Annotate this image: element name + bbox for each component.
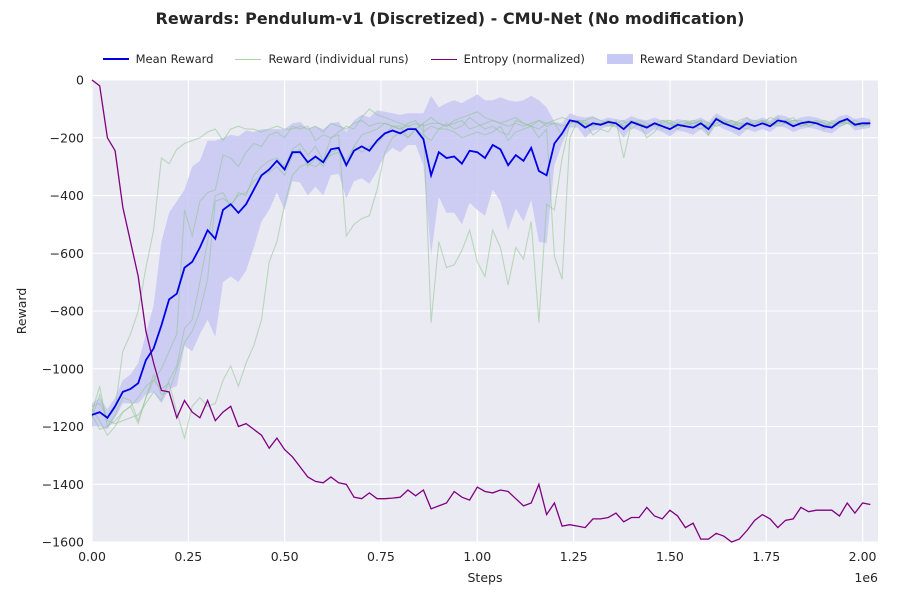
x-tick-label: 1.75 xyxy=(752,549,780,564)
entropy-group xyxy=(91,79,871,543)
legend-swatch xyxy=(102,58,129,60)
y-tick-label: −400 xyxy=(50,188,84,203)
x-tick-label: 2.00 xyxy=(849,549,877,564)
y-tick-label: −1200 xyxy=(42,419,84,434)
legend-item-2: Entropy (normalized) xyxy=(430,52,585,66)
legend-label: Mean Reward xyxy=(135,52,214,66)
y-axis-label: Reward xyxy=(14,288,29,335)
y-tick-label: 0 xyxy=(76,73,84,88)
reward-std-band xyxy=(92,94,871,430)
x-tick-label: 1.00 xyxy=(463,549,491,564)
individual-run-line-4 xyxy=(91,108,871,431)
mean-reward-line xyxy=(91,117,871,420)
y-tick-label: −1400 xyxy=(42,477,84,492)
x-axis-label: Steps xyxy=(468,570,503,585)
x-tick-label: 0.00 xyxy=(78,549,106,564)
legend-swatch xyxy=(606,54,633,64)
x-tick-label: 0.75 xyxy=(367,549,395,564)
x-tick-label: 0.25 xyxy=(174,549,202,564)
legend-item-1: Reward (individual runs) xyxy=(235,52,409,66)
mean-reward-group xyxy=(91,117,871,420)
grid-lines xyxy=(91,79,878,543)
legend-label: Entropy (normalized) xyxy=(463,52,585,66)
legend-label: Reward Standard Deviation xyxy=(639,52,798,66)
legend-item-0: Mean Reward xyxy=(102,52,214,66)
y-tick-label: −1600 xyxy=(42,535,84,550)
y-tick-label: −800 xyxy=(50,304,84,319)
y-tick-label: −600 xyxy=(50,246,84,261)
individual-runs-group xyxy=(91,108,871,441)
chart-legend: Mean Reward Reward (individual runs) Entro… xyxy=(0,50,900,68)
legend-swatch xyxy=(235,58,262,60)
entropy-line xyxy=(91,79,871,543)
individual-run-line-0 xyxy=(91,116,871,441)
y-tick-label: −200 xyxy=(50,130,84,145)
legend-swatch xyxy=(430,58,457,60)
individual-run-line-1 xyxy=(91,116,871,425)
legend-item-3: Reward Standard Deviation xyxy=(606,52,798,66)
x-tick-label: 1.50 xyxy=(656,549,684,564)
x-tick-label: 1.25 xyxy=(560,549,588,564)
legend-label: Reward (individual runs) xyxy=(268,52,409,66)
std-band-group xyxy=(92,94,871,430)
tick-labels: 0.00 0.25 0.50 0.75 1.00 1.25 1.50 1.75 2.00 0 −20… xyxy=(42,73,877,565)
individual-run-line-3 xyxy=(91,119,871,419)
x-scale-label: 1e6 xyxy=(854,570,878,585)
x-tick-label: 0.50 xyxy=(271,549,299,564)
chart-title: Rewards: Pendulum-v1 (Discretized) - CMU… xyxy=(155,9,745,28)
y-tick-label: −1000 xyxy=(42,361,84,376)
